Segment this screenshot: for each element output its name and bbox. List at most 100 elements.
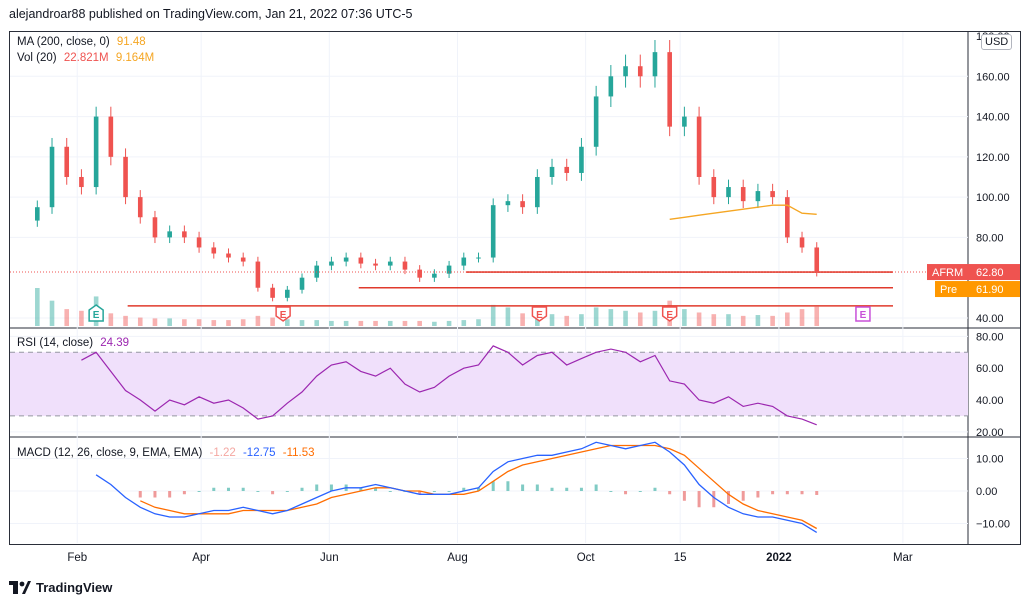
rsi-series [81, 345, 817, 426]
macd-histogram-bar [138, 491, 142, 498]
price-candle [711, 176, 717, 198]
price-tick-label: 80.00 [976, 232, 1004, 244]
time-axis-label: 15 [674, 552, 687, 564]
macd-histogram-bar [756, 491, 760, 498]
earnings-marker-shape [88, 304, 104, 322]
price-candle [520, 201, 525, 208]
price-candle [461, 257, 467, 266]
volume-bar [608, 309, 614, 326]
ma-legend-value: 91.48 [116, 36, 146, 48]
price-candle [637, 66, 643, 77]
macd-histogram-bar [682, 491, 686, 501]
rsi-tick-label: 40.00 [976, 395, 1004, 407]
macd-legend-signal-value: -11.53 [282, 447, 315, 459]
price-candle [329, 261, 334, 266]
price-tick-label: 40.00 [976, 313, 1004, 325]
price-candle [476, 257, 481, 259]
macd-histogram-bar [653, 487, 657, 491]
volume-bar [329, 320, 334, 326]
earnings-marker[interactable]: E [661, 306, 678, 322]
earnings-marker-shape [661, 306, 678, 322]
macd-histogram-bar [285, 491, 289, 492]
price-candle [652, 52, 658, 77]
volume-bar [167, 318, 172, 326]
volume-bar [432, 321, 437, 326]
price-candle [696, 116, 702, 177]
macd-histogram-bar [226, 487, 230, 491]
volume-bar [49, 300, 55, 326]
price-candle [740, 187, 746, 202]
price-candle [667, 52, 672, 127]
price-candle [343, 257, 349, 262]
macd-histogram-bar [565, 487, 569, 491]
macd-signal-line [140, 444, 818, 530]
volume-bar [108, 313, 114, 326]
price-candle [608, 76, 614, 97]
macd-histogram-bar [506, 481, 510, 491]
tradingview-logo-icon [9, 581, 31, 594]
macd-tick-label: 0.00 [976, 486, 997, 498]
ma-legend: MA (200, close, 0) 91.48 [17, 36, 146, 48]
volume-bar [240, 319, 246, 326]
vol-legend-value: 22.821M [63, 52, 109, 64]
price-candle [255, 261, 261, 288]
volume-bar [226, 320, 231, 326]
macd-histogram-bar [329, 484, 333, 491]
volume-bar [490, 304, 496, 326]
volume-bar [270, 317, 275, 326]
macd-histogram-bar [712, 491, 716, 508]
price-candle [417, 269, 422, 278]
macd-legend-hist-value: -1.22 [209, 447, 236, 459]
macd-histogram-bar [182, 491, 186, 495]
price-candle [623, 66, 628, 77]
time-axis-label: Jun [320, 552, 339, 564]
macd-histogram-bar [609, 491, 613, 492]
footer-brand-name: TradingView [36, 580, 113, 595]
earnings-marker-letter: E [280, 310, 287, 321]
macd-histogram-bar [594, 484, 598, 491]
macd-histogram-bar [521, 484, 525, 491]
macd-histogram-bar [535, 484, 539, 491]
volume-bar [64, 309, 70, 326]
macd-histogram-bar [168, 491, 172, 498]
macd-histogram-bar [697, 491, 701, 508]
pre-tag-name: Pre [940, 284, 957, 296]
earnings-marker[interactable]: E [275, 306, 291, 322]
volume-bar [711, 314, 717, 326]
volume-bar [682, 309, 687, 326]
price-candle [182, 231, 187, 238]
volume-bar [593, 307, 599, 326]
macd-histogram-bar [476, 487, 480, 491]
volume-bar [520, 313, 525, 326]
price-candle [490, 205, 496, 258]
price-candle [387, 261, 393, 266]
macd-histogram-bar [771, 491, 775, 495]
macd-histogram-bar [432, 491, 436, 492]
rsi-tick-label: 20.00 [976, 427, 1004, 439]
footer-brand[interactable]: TradingView [9, 580, 112, 595]
earnings-marker[interactable]: E [855, 306, 871, 322]
macd-histogram-bar [550, 487, 554, 491]
price-tick-label: 140.00 [976, 112, 1010, 124]
price-candle [240, 257, 246, 262]
pre-market-tag [935, 281, 1020, 298]
rsi-legend-value: 24.39 [100, 337, 130, 349]
volume-bar [79, 310, 84, 326]
earnings-marker[interactable]: E [531, 306, 548, 322]
macd-histogram-bar [388, 491, 392, 492]
support-lines [127, 271, 893, 307]
macd-histogram-bar [241, 487, 245, 491]
price-candle [299, 277, 305, 290]
earnings-marker[interactable]: E [88, 304, 104, 322]
macd-tick-label: −10.00 [976, 519, 1010, 531]
volume-bar [814, 306, 820, 326]
currency-label[interactable]: USD [981, 34, 1013, 50]
volume-bar [785, 312, 790, 326]
price-candle [593, 96, 599, 147]
volume-bar [373, 320, 378, 326]
volume-bar [726, 314, 731, 326]
macd-histogram-bar [197, 491, 201, 492]
price-candle [799, 237, 805, 248]
macd-histogram-bar [638, 491, 642, 492]
